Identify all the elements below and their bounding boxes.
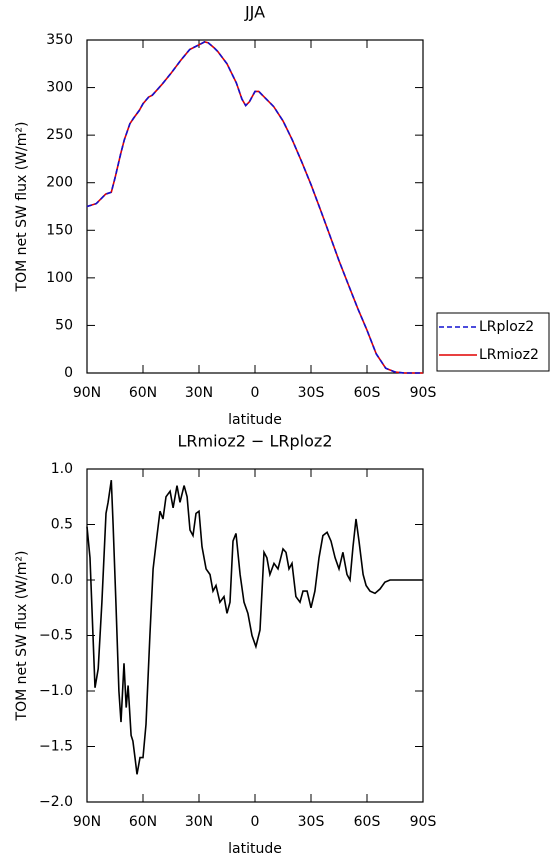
legend-label: LRmioz2 (479, 347, 539, 363)
x-axis-label: latitude (228, 841, 282, 857)
y-tick-label: 350 (46, 32, 73, 48)
y-tick-label: 200 (46, 175, 73, 191)
data-line (86, 479, 423, 775)
x-tick-label: 30N (185, 814, 213, 830)
y-axis-label: TOM net SW flux (W/m²) (14, 551, 30, 722)
y-tick-label: 1.0 (51, 461, 73, 477)
y-tick-label: 300 (46, 80, 73, 96)
y-axis-label: TOM net SW flux (W/m²) (14, 122, 30, 293)
y-tick-label: 250 (46, 127, 73, 143)
chart-title: JJA (244, 3, 265, 22)
plot-frame (86, 468, 424, 803)
y-tick-label: 0 (64, 365, 73, 381)
x-axis-label: latitude (228, 412, 282, 428)
x-tick-label: 30N (185, 385, 213, 401)
y-tick-label: 50 (55, 317, 73, 333)
chart-title: LRmioz2 − LRploz2 (177, 432, 332, 451)
x-tick-label: 60S (354, 385, 381, 401)
y-tick-label: −1.0 (39, 683, 73, 699)
x-tick-label: 90S (410, 814, 437, 830)
x-tick-label: 30S (298, 385, 325, 401)
x-tick-label: 90N (73, 385, 101, 401)
y-tick-label: 150 (46, 222, 73, 238)
x-tick-label: 60S (354, 814, 381, 830)
y-tick-label: 0.0 (51, 572, 73, 588)
x-tick-label: 30S (298, 814, 325, 830)
x-tick-label: 90N (73, 814, 101, 830)
x-tick-label: 0 (251, 385, 260, 401)
y-tick-label: 0.5 (51, 517, 73, 533)
x-tick-label: 90S (410, 385, 437, 401)
legend-label: LRploz2 (479, 319, 534, 335)
legend-box (436, 312, 550, 372)
data-line (86, 41, 423, 374)
y-tick-label: −2.0 (39, 794, 73, 810)
x-tick-label: 0 (251, 814, 260, 830)
x-tick-label: 60N (129, 814, 157, 830)
y-tick-label: −1.5 (39, 739, 73, 755)
x-tick-label: 60N (129, 385, 157, 401)
y-tick-label: 100 (46, 270, 73, 286)
y-tick-label: −0.5 (39, 628, 73, 644)
plot-frame (86, 39, 424, 374)
